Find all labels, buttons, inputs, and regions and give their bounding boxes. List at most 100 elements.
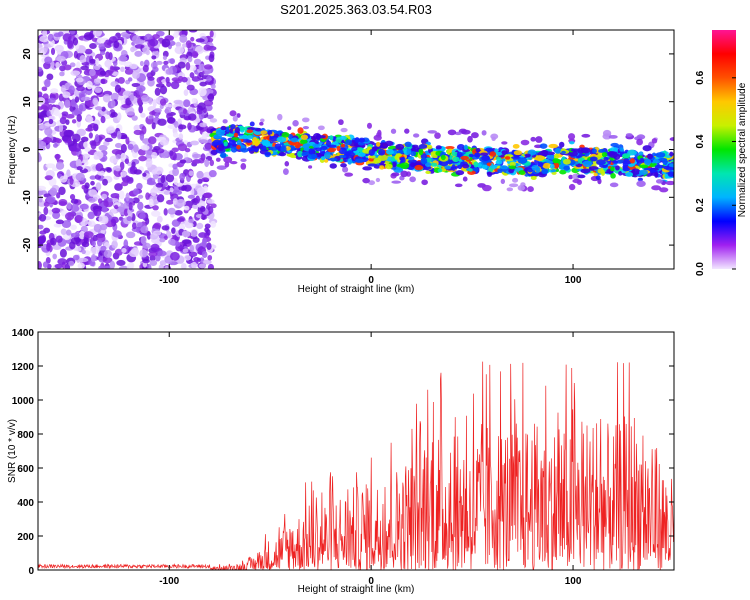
spectrogram-noise-blob bbox=[196, 109, 203, 115]
spectrogram-noise-blob bbox=[126, 216, 133, 222]
spectrogram-signal-blob bbox=[375, 177, 381, 183]
spectrogram-signal-blob bbox=[300, 139, 308, 145]
spectrogram-noise-blob bbox=[126, 263, 134, 269]
spectrogram-noise-blob bbox=[198, 87, 207, 97]
spectrogram-noise-blob bbox=[207, 93, 215, 102]
spectrogram-signal-blob bbox=[467, 135, 473, 143]
spectrogram-noise-blob bbox=[174, 120, 179, 128]
spectrogram-noise-blob bbox=[181, 230, 191, 238]
spectrogram-noise-blob bbox=[198, 71, 204, 78]
spectrogram-noise-blob bbox=[163, 60, 169, 65]
spectrogram-noise-blob bbox=[50, 47, 56, 56]
spectrogram-signal-blob bbox=[668, 163, 674, 168]
spectrogram-noise-blob bbox=[206, 75, 212, 82]
spectrogram-noise-blob bbox=[142, 64, 149, 73]
spectrogram-signal-blob bbox=[608, 151, 619, 158]
spectrogram-signal-blob bbox=[323, 152, 331, 159]
snr-x-tick-label: 0 bbox=[368, 576, 374, 587]
spectrogram-noise-blob bbox=[165, 76, 170, 84]
spectrogram-noise-blob bbox=[104, 59, 112, 68]
spectrogram-noise-blob bbox=[46, 110, 51, 117]
spectrogram-noise-blob bbox=[172, 132, 179, 138]
spectrogram-noise-blob bbox=[151, 210, 161, 217]
spectrogram-signal-blob bbox=[582, 160, 593, 168]
spectrogram-noise-blob bbox=[102, 94, 111, 103]
spectrogram-noise-blob bbox=[93, 223, 102, 233]
spectrogram-signal-blob bbox=[654, 164, 665, 169]
spectrogram-signal-blob bbox=[447, 129, 457, 136]
spectrogram-noise-blob bbox=[136, 222, 144, 228]
spectrogram-noise-blob bbox=[146, 180, 157, 186]
spectrogram-signal-blob bbox=[254, 127, 262, 132]
spectrogram-noise-blob bbox=[76, 246, 82, 252]
spectrogram-noise-blob bbox=[84, 182, 90, 189]
spectrogram-noise-blob bbox=[44, 56, 53, 64]
spectrogram-noise-blob bbox=[80, 136, 89, 143]
spectrogram-noise-blob bbox=[154, 108, 162, 113]
spectrogram-noise-blob bbox=[186, 84, 195, 91]
spectrogram-signal-blob bbox=[217, 144, 225, 152]
spectrogram-signal-blob bbox=[395, 143, 405, 150]
spectrogram-noise-blob bbox=[120, 66, 125, 73]
spectrogram-y-ticks: 20 10 0 -10 -20 bbox=[22, 48, 674, 252]
spectrogram-signal-blob bbox=[246, 126, 256, 131]
spectrogram-noise-blob bbox=[94, 174, 102, 180]
spectrogram-noise-blob bbox=[175, 241, 181, 247]
spectrogram-noise-blob bbox=[78, 104, 84, 111]
spectrogram-noise-blob bbox=[75, 77, 84, 83]
spectrogram-signal-blob bbox=[610, 172, 616, 179]
spectrogram-noise-blob bbox=[112, 60, 118, 67]
spectrogram-noise-blob bbox=[89, 68, 96, 77]
spectrogram-signal-blob bbox=[562, 158, 571, 165]
spectrogram-noise-blob bbox=[142, 258, 150, 264]
spectrogram-noise-blob bbox=[150, 187, 158, 197]
spectrogram-signal-blob bbox=[222, 119, 228, 124]
spectrogram-signal-blob bbox=[468, 168, 473, 172]
spectrogram-signal-blob bbox=[338, 119, 344, 126]
spectrogram-noise-blob bbox=[195, 45, 204, 54]
spectrogram-noise-blob bbox=[89, 246, 100, 255]
spectrogram-noise-blob bbox=[182, 248, 189, 253]
spectrogram-noise-blob bbox=[169, 58, 176, 65]
spectrogram-noise-blob bbox=[171, 227, 176, 234]
spectrogram-signal-blob bbox=[540, 150, 549, 157]
spectrogram-noise-blob bbox=[187, 122, 192, 131]
spectrogram-signal-blob bbox=[501, 158, 506, 162]
spectrogram-signal-blob bbox=[445, 145, 455, 150]
spectrogram-marks bbox=[38, 30, 674, 269]
spectrogram-signal-blob bbox=[340, 127, 348, 133]
spectrogram-noise-blob bbox=[145, 217, 150, 225]
spectrogram-noise-blob bbox=[80, 96, 91, 102]
spectrogram-noise-blob bbox=[72, 37, 79, 46]
spectrogram-x-label: Height of straight line (km) bbox=[298, 284, 415, 295]
spectrogram-signal-blob bbox=[240, 158, 247, 162]
spectrogram-noise-blob bbox=[70, 203, 80, 212]
spectrogram-signal-blob bbox=[501, 150, 508, 155]
spectrogram-noise-blob bbox=[160, 175, 166, 184]
spectrogram-signal-blob bbox=[625, 133, 633, 137]
spectrogram-noise-blob bbox=[110, 132, 118, 139]
spectrogram-noise-blob bbox=[152, 66, 159, 73]
spectrogram-signal-blob bbox=[434, 132, 441, 139]
spectrogram-signal-blob bbox=[517, 157, 528, 164]
spectrogram-noise-blob bbox=[93, 78, 101, 84]
spectrogram-noise-blob bbox=[154, 87, 161, 96]
spectrogram-noise-blob bbox=[183, 89, 189, 97]
spectrogram-signal-blob bbox=[570, 148, 581, 152]
spectrogram-noise-blob bbox=[129, 63, 138, 69]
spectrogram-noise-blob bbox=[70, 237, 81, 245]
spectrogram-signal-blob bbox=[320, 145, 328, 150]
spectrogram-signal-blob bbox=[495, 160, 503, 165]
spectrogram-noise-blob bbox=[75, 172, 85, 181]
spectrogram-noise-blob bbox=[139, 249, 148, 258]
spectrogram-noise-blob bbox=[149, 255, 156, 262]
spectrogram-signal-blob bbox=[651, 185, 662, 191]
spectrogram-signal-blob bbox=[212, 139, 222, 146]
spectrogram-signal-blob bbox=[355, 158, 365, 163]
spectrogram-noise-blob bbox=[38, 224, 44, 230]
spectrogram-noise-blob bbox=[93, 208, 102, 217]
spectrogram-noise-blob bbox=[203, 64, 213, 70]
spectrogram-signal-blob bbox=[280, 145, 287, 152]
spectrogram-signal-blob bbox=[236, 144, 241, 150]
spectrogram-noise-blob bbox=[145, 158, 153, 166]
